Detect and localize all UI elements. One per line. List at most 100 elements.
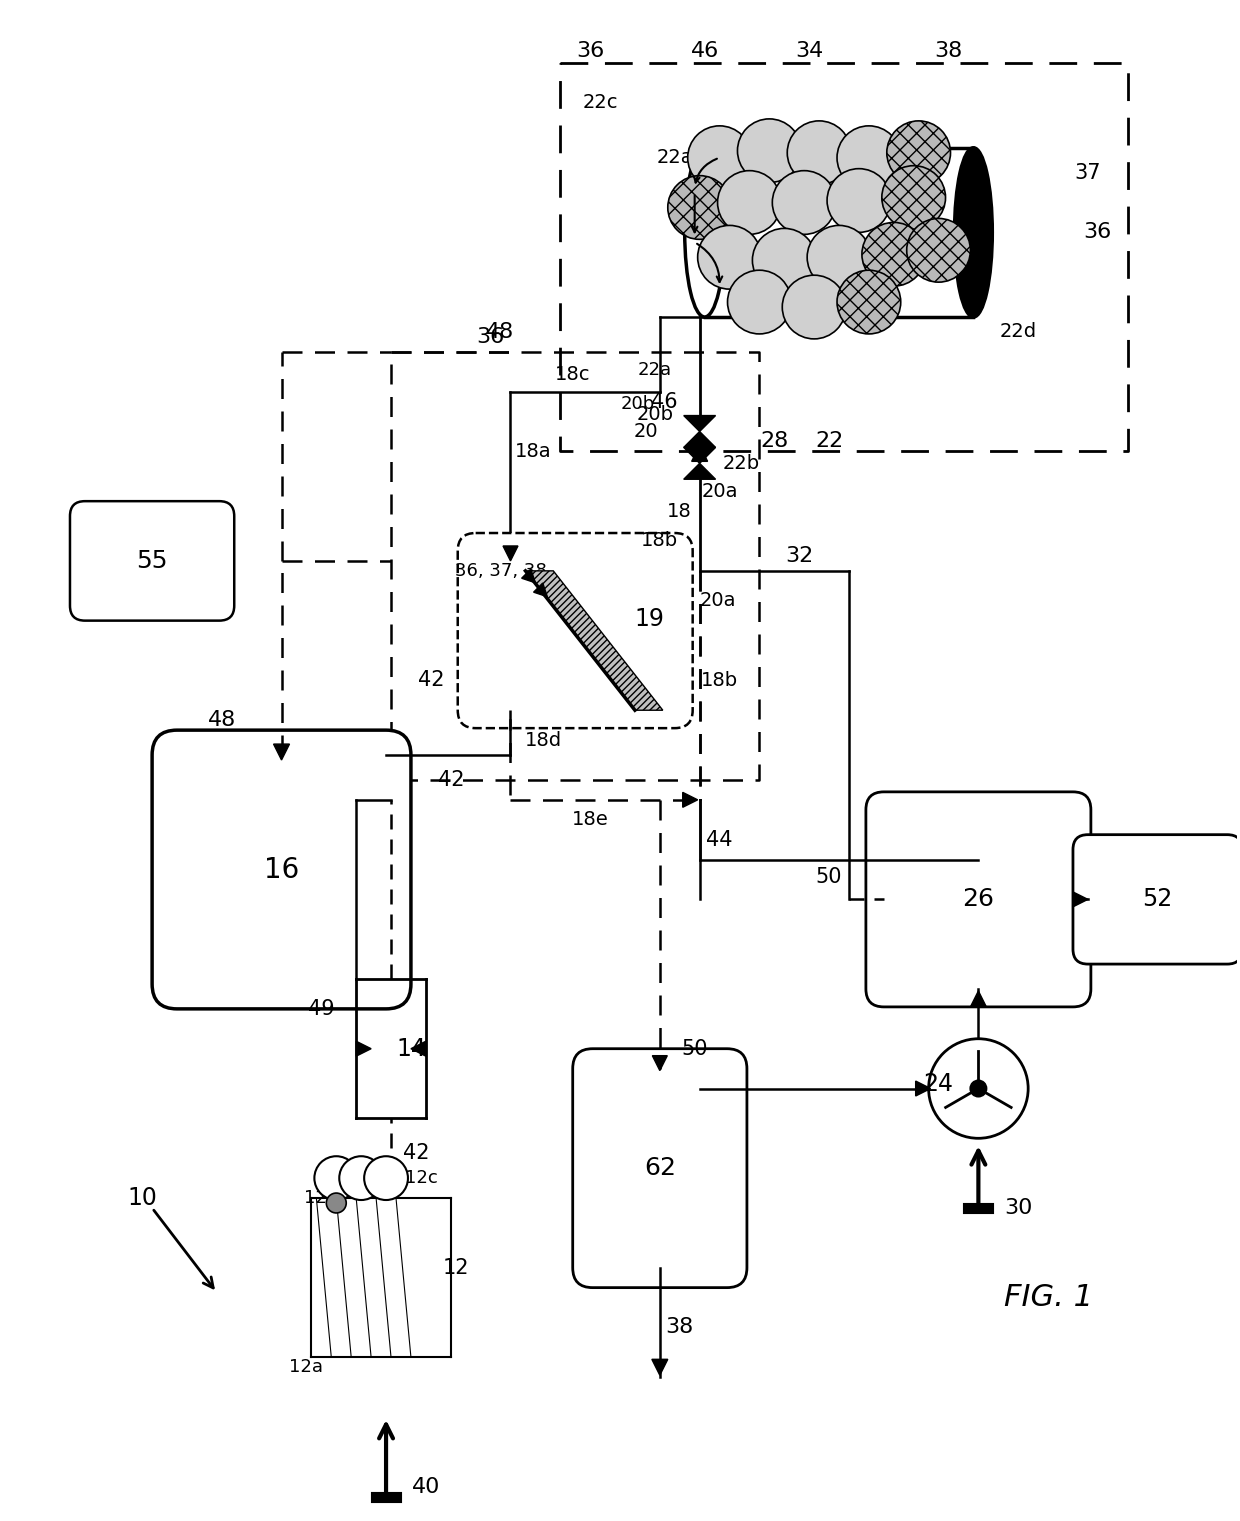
Text: 20a: 20a [702,482,738,500]
Text: 14: 14 [396,1037,425,1060]
Text: 20: 20 [634,421,658,441]
Text: 50: 50 [816,867,842,887]
FancyBboxPatch shape [1073,835,1240,964]
Text: 62: 62 [644,1156,676,1180]
Polygon shape [683,447,715,464]
Text: 24: 24 [924,1072,954,1095]
Polygon shape [1073,891,1087,907]
Circle shape [882,166,946,230]
Polygon shape [692,446,708,461]
Polygon shape [683,432,715,447]
Text: 19: 19 [635,607,665,631]
Polygon shape [522,569,536,583]
Ellipse shape [955,148,992,316]
Text: FIG. 1: FIG. 1 [1003,1284,1092,1313]
Text: 52: 52 [1142,887,1173,911]
Polygon shape [683,792,698,808]
Text: 26: 26 [962,887,994,911]
Text: 36: 36 [1084,222,1112,242]
Text: 22: 22 [815,432,843,452]
Text: 38: 38 [666,1317,694,1337]
Circle shape [326,1192,346,1212]
Text: 46: 46 [691,41,719,61]
Polygon shape [652,1360,668,1375]
Text: 42: 42 [403,1144,429,1164]
Text: 18c: 18c [554,365,590,385]
Text: 22d: 22d [999,322,1037,341]
Polygon shape [971,992,986,1007]
Text: 30: 30 [1004,1199,1033,1218]
FancyBboxPatch shape [573,1048,746,1288]
Circle shape [906,219,971,283]
Text: 38: 38 [935,41,962,61]
Circle shape [837,126,900,190]
Text: 22a: 22a [656,148,693,167]
Text: 34: 34 [795,41,823,61]
Text: 20a: 20a [699,592,735,610]
Text: 28: 28 [760,432,789,452]
Text: 46: 46 [651,391,678,412]
Circle shape [340,1156,383,1200]
Polygon shape [683,464,715,479]
Text: 18e: 18e [572,811,609,829]
Circle shape [787,120,851,184]
Circle shape [807,225,870,289]
Polygon shape [526,570,663,710]
Ellipse shape [684,148,724,316]
Polygon shape [410,1042,425,1056]
Circle shape [827,169,890,233]
Text: 12: 12 [443,1258,469,1278]
Circle shape [365,1156,408,1200]
Text: 36: 36 [476,327,505,347]
Text: 55: 55 [136,549,167,573]
Circle shape [887,120,951,184]
Circle shape [668,175,732,239]
Circle shape [929,1039,1028,1138]
Circle shape [837,271,900,335]
Text: 32: 32 [785,546,813,566]
Text: 22b: 22b [723,453,760,473]
Text: 42: 42 [438,770,464,789]
Polygon shape [503,546,518,561]
Circle shape [688,126,751,190]
Circle shape [315,1156,358,1200]
Text: 12b: 12b [304,1189,339,1208]
Text: 50: 50 [682,1039,708,1059]
Text: 22c: 22c [583,93,618,113]
Text: 22a: 22a [637,360,672,379]
Polygon shape [533,583,547,596]
FancyBboxPatch shape [69,500,234,621]
Circle shape [718,170,781,234]
Text: 40: 40 [412,1477,440,1497]
Text: 44: 44 [707,829,733,850]
Text: 20b: 20b [621,394,655,412]
Text: 12c: 12c [404,1170,438,1186]
Bar [704,148,973,316]
Polygon shape [274,744,289,760]
Text: 18d: 18d [525,730,562,750]
Circle shape [782,275,846,339]
FancyBboxPatch shape [153,730,410,1008]
FancyBboxPatch shape [458,532,693,729]
FancyBboxPatch shape [866,792,1091,1007]
Text: 10: 10 [128,1186,157,1211]
Text: 48: 48 [486,322,515,342]
Polygon shape [915,1081,930,1097]
Polygon shape [652,1056,667,1071]
Circle shape [862,222,925,286]
Text: 48: 48 [207,710,236,730]
Polygon shape [683,415,715,432]
Text: 37: 37 [1075,163,1101,183]
Circle shape [728,271,791,335]
Text: 49: 49 [308,999,335,1019]
Polygon shape [356,1042,371,1056]
Text: 18: 18 [667,502,692,520]
Text: 42: 42 [418,671,444,691]
Text: 18a: 18a [515,443,552,461]
Circle shape [971,1080,986,1097]
Circle shape [753,228,816,292]
Text: 16: 16 [264,855,299,884]
Circle shape [773,170,836,234]
Text: 12a: 12a [289,1358,324,1377]
Text: 18b: 18b [641,531,678,551]
